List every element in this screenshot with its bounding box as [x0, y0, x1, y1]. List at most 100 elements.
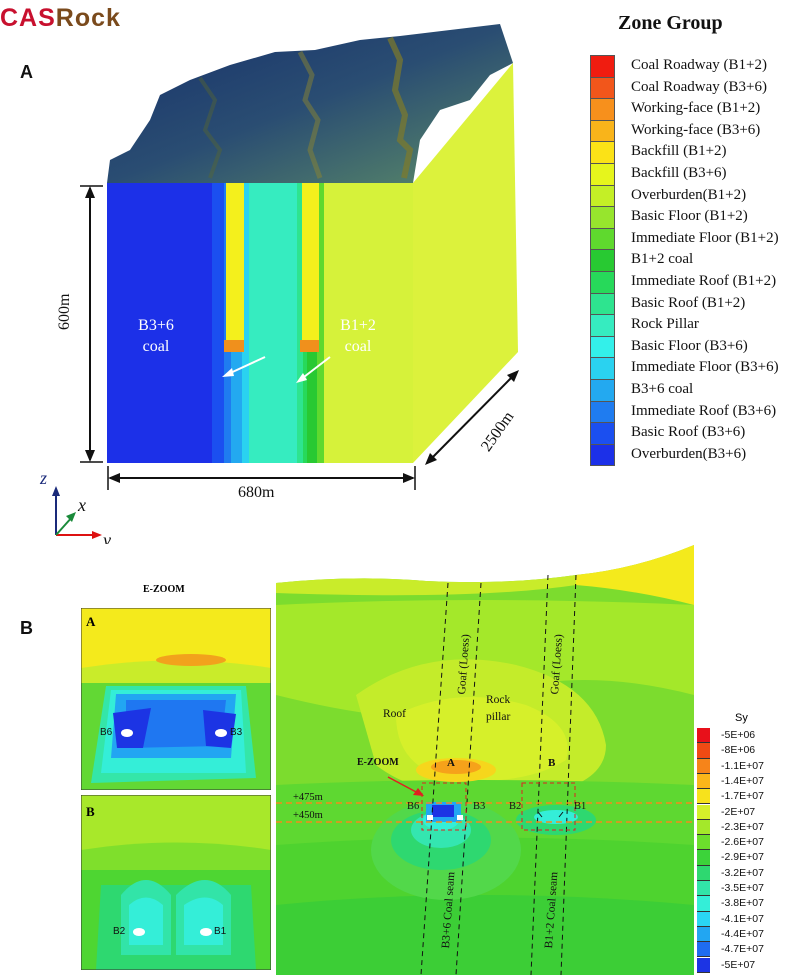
- zoom-b-contour: [81, 795, 271, 970]
- zone-legend-label: Basic Roof (B1+2): [631, 294, 746, 311]
- zoom-b-label: B: [86, 804, 95, 819]
- height-label: 600m: [56, 293, 73, 330]
- immediate-floor-b36-zone: [242, 183, 249, 463]
- zone-legend-swatch: [590, 271, 615, 293]
- sy-legend-label: -3.2E+07: [721, 866, 764, 879]
- sy-legend-item: -4.4E+07: [697, 926, 807, 943]
- overburden-b36-zone: [107, 183, 212, 463]
- zone-legend-swatch: [590, 357, 615, 379]
- zoom-a-b6: B6: [100, 727, 113, 738]
- zone-legend-swatch: [590, 443, 615, 466]
- zone-legend-swatch: [590, 98, 615, 120]
- zone-legend-swatch: [590, 184, 615, 207]
- rock-pillar-label: Rock pillar: [486, 694, 511, 723]
- sy-legend-item: -3.5E+07: [697, 881, 807, 897]
- sy-legend-label: -2.3E+07: [721, 820, 764, 833]
- box-b-label: B: [548, 757, 556, 769]
- sy-legend-swatch: [697, 819, 710, 836]
- zone-legend-item: Immediate Roof (B1+2): [590, 271, 805, 293]
- zone-legend-label: B3+6 coal: [631, 381, 694, 397]
- sy-legend-item: -1.7E+07: [697, 789, 807, 805]
- zone-legend-item: Basic Roof (B3+6): [590, 422, 805, 444]
- backfill-b36: [226, 183, 244, 340]
- zone-legend-label: Coal Roadway (B3+6): [631, 78, 767, 95]
- zone-legend-label: Rock Pillar: [631, 316, 699, 333]
- sy-legend-label: -2E+07: [721, 805, 756, 818]
- sy-legend-item: -4.1E+07: [697, 911, 807, 927]
- b36-coal-label: B3+6 coal: [138, 317, 174, 355]
- sy-legend-swatch: [697, 957, 710, 973]
- zoom-a-label: A: [86, 614, 96, 629]
- depth-dimension-line: [426, 371, 518, 464]
- arrow-b12-coal: [299, 356, 331, 381]
- zone-legend-item: Basic Roof (B1+2): [590, 292, 805, 315]
- sy-legend-swatch: [697, 926, 710, 943]
- zone-legend-label: Immediate Roof (B3+6): [631, 402, 777, 419]
- panel-a-3d-model: [52, 24, 519, 539]
- zone-legend-label: Backfill (B3+6): [631, 165, 727, 181]
- sy-legend-swatch: [697, 835, 710, 851]
- main-b1-label: B1: [574, 801, 587, 812]
- sy-legend-label: -8E+06: [721, 744, 756, 757]
- zone-legend-swatch: [590, 76, 615, 99]
- sy-legend-swatch: [697, 881, 710, 897]
- sy-legend-item: -5E+07: [697, 957, 807, 973]
- zone-legend-item: Overburden(B1+2): [590, 184, 805, 207]
- box-a-label: A: [447, 757, 455, 769]
- zone-legend-item: Rock Pillar: [590, 314, 805, 336]
- rock-pillar-zone: [249, 183, 297, 463]
- sy-legend-item: -3.2E+07: [697, 865, 807, 881]
- sy-legend-swatch: [697, 865, 710, 881]
- sy-legend-item: -3.8E+07: [697, 896, 807, 912]
- zone-legend-swatch: [590, 379, 615, 401]
- main-b2-label: B2: [509, 801, 522, 812]
- immediate-floor-b12-zone: [317, 183, 324, 463]
- cas-rock-logo: CASRock: [0, 4, 121, 32]
- b12-coal-label: B1+2 coal: [340, 317, 376, 355]
- zone-legend-item: B3+6 coal: [590, 379, 805, 401]
- sy-legend-swatch: [697, 728, 710, 744]
- sy-legend-swatch: [697, 942, 710, 958]
- zone-legend-item: Backfill (B3+6): [590, 163, 805, 185]
- zone-legend-item: Basic Floor (B3+6): [590, 335, 805, 358]
- sy-legend-item: -1.4E+07: [697, 773, 807, 790]
- sy-legend-item: -4.7E+07: [697, 942, 807, 958]
- zone-legend-label: Basic Floor (B3+6): [631, 337, 748, 354]
- model-side-face: [413, 63, 518, 463]
- z-axis-label: z: [40, 468, 48, 488]
- sy-legend-item: -2E+07: [697, 804, 807, 820]
- zone-legend-label: Immediate Floor (B1+2): [631, 229, 779, 246]
- zone-legend-label: Backfill (B1+2): [631, 143, 727, 160]
- zone-legend-item: Coal Roadway (B3+6): [590, 76, 805, 99]
- zone-legend-swatch: [590, 249, 615, 271]
- sy-legend-title: Sy: [735, 712, 748, 724]
- sy-legend-item: -2.6E+07: [697, 835, 807, 851]
- sy-legend-swatch: [697, 896, 710, 912]
- sy-legend-item: -2.9E+07: [697, 850, 807, 866]
- sy-legend-label: -4.7E+07: [721, 943, 764, 956]
- roof-label: Roof: [383, 708, 406, 720]
- zone-group-title: Zone Group: [618, 12, 723, 34]
- zone-legend-item: Immediate Floor (B3+6): [590, 357, 805, 379]
- panel-b-letter: B: [20, 618, 33, 638]
- main-b3-label: B3: [473, 801, 486, 812]
- sy-legend-item: -8E+06: [697, 743, 807, 759]
- zone-legend-item: Backfill (B1+2): [590, 141, 805, 163]
- zone-legend-swatch: [590, 163, 615, 185]
- zone-legend-swatch: [590, 55, 615, 77]
- sy-legend-swatch: [697, 773, 710, 790]
- y-axis-label: y: [103, 530, 111, 544]
- zone-legend-swatch: [590, 400, 615, 423]
- sy-legend-swatch: [697, 789, 710, 805]
- sy-legend-item: -5E+06: [697, 728, 807, 744]
- zone-legend-label: Coal Roadway (B1+2): [631, 57, 767, 73]
- working-face-b12: [300, 340, 319, 352]
- zone-legend-swatch: [590, 119, 615, 142]
- sy-legend-label: -3.5E+07: [721, 882, 764, 894]
- working-face-b36: [224, 340, 244, 352]
- main-stress-contour: [276, 545, 694, 975]
- zone-legend-item: Immediate Floor (B1+2): [590, 227, 805, 250]
- zone-legend-item: B1+2 coal: [590, 249, 805, 271]
- sy-legend-item: -1.1E+07: [697, 758, 807, 774]
- level-450-label: +450m: [293, 810, 323, 821]
